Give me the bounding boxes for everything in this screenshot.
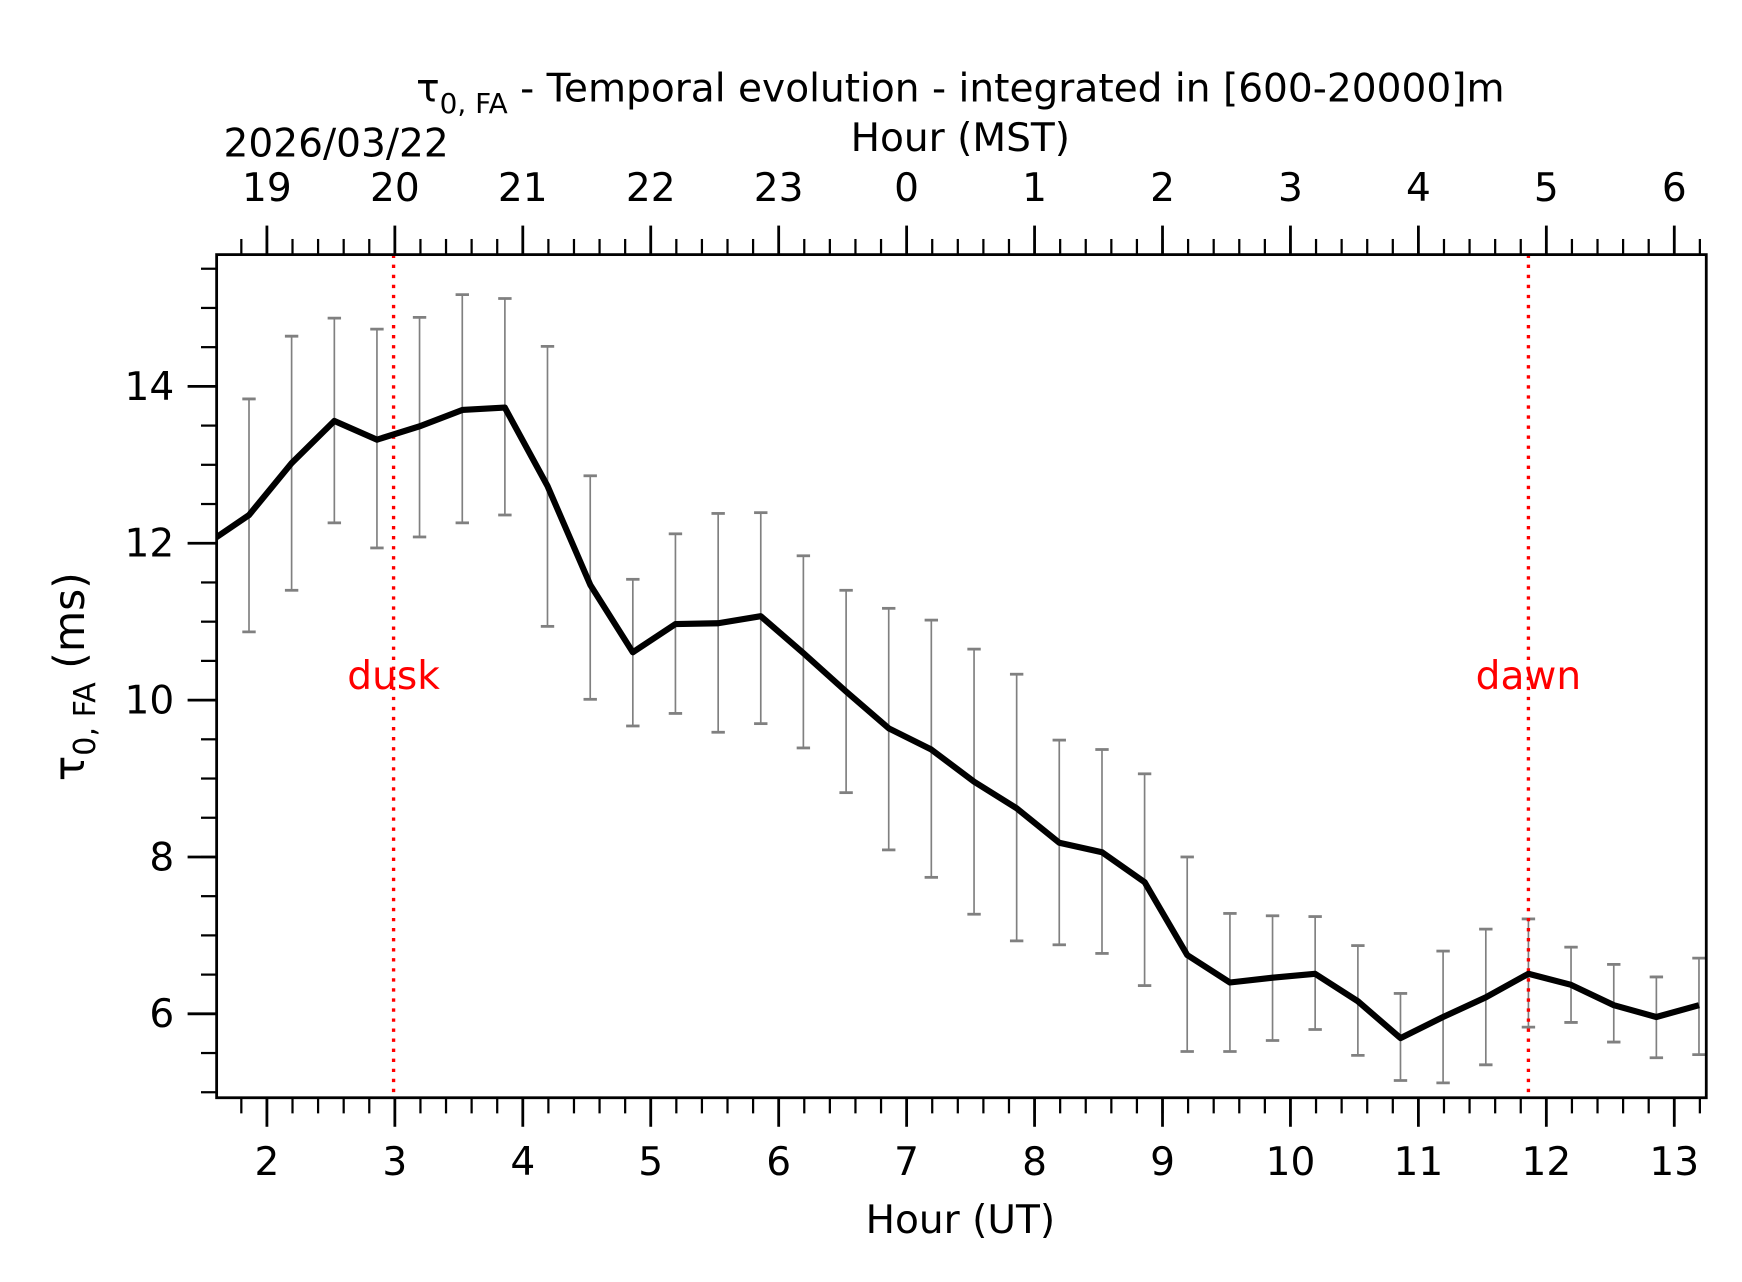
x-tick-label: 5	[638, 1140, 663, 1185]
title-subscript: 0, FA	[440, 87, 508, 120]
x2-tick-label: 3	[1278, 166, 1303, 211]
ylabel-rest: (ms)	[46, 572, 95, 682]
date-label: 2026/03/22	[224, 121, 449, 166]
axis-ticks: 2193204215226237081921031141251366810121…	[124, 166, 1701, 1185]
x-tick-label: 7	[894, 1140, 919, 1185]
x-tick-label: 6	[766, 1140, 791, 1185]
x-axis-label: Hour (UT)	[866, 1198, 1056, 1243]
y-tick-label: 12	[124, 522, 174, 567]
x2-tick-label: 0	[894, 166, 919, 211]
x2-tick-label: 23	[754, 166, 804, 211]
y-tick-label: 10	[124, 678, 174, 723]
x-tick-label: 11	[1394, 1140, 1444, 1185]
plot-frame	[215, 253, 1708, 1100]
series	[216, 404, 1700, 1042]
x-tick-label: 2	[254, 1140, 279, 1185]
x-tick-label: 4	[510, 1140, 535, 1185]
title-rest: - Temporal evolution - integrated in [60…	[508, 67, 1505, 112]
series-line	[216, 404, 1700, 1042]
y-axis-label: τ0, FA (ms)	[46, 572, 103, 781]
y-tick-label: 8	[149, 835, 174, 880]
dusk-label: dusk	[347, 654, 440, 699]
ylabel-subscript: 0, FA	[68, 682, 103, 756]
x2-tick-label: 21	[498, 166, 548, 211]
dawn-label: dawn	[1476, 654, 1581, 699]
x2-tick-label: 5	[1534, 166, 1559, 211]
x2-axis-label: Hour (MST)	[851, 116, 1070, 161]
x-tick-label: 9	[1150, 1140, 1175, 1185]
x-tick-label: 13	[1649, 1140, 1699, 1185]
title-symbol: τ	[416, 67, 440, 112]
x2-tick-label: 20	[370, 166, 420, 211]
x-tick-label: 3	[382, 1140, 407, 1185]
x2-tick-label: 6	[1662, 166, 1687, 211]
ylabel-symbol: τ	[46, 756, 95, 782]
x2-tick-label: 1	[1022, 166, 1047, 211]
x2-tick-label: 19	[242, 166, 292, 211]
x-tick-label: 12	[1521, 1140, 1571, 1185]
y-tick-label: 14	[124, 365, 174, 410]
x2-tick-label: 2	[1150, 166, 1175, 211]
x-tick-label: 8	[1022, 1140, 1047, 1185]
event-markers: dusk dawn	[347, 254, 1581, 1098]
x2-tick-label: 4	[1406, 166, 1431, 211]
chart-title: τ0, FA - Temporal evolution - integrated…	[416, 67, 1504, 120]
x-tick-label: 10	[1266, 1140, 1316, 1185]
x2-tick-label: 22	[626, 166, 676, 211]
y-tick-label: 6	[149, 992, 174, 1037]
